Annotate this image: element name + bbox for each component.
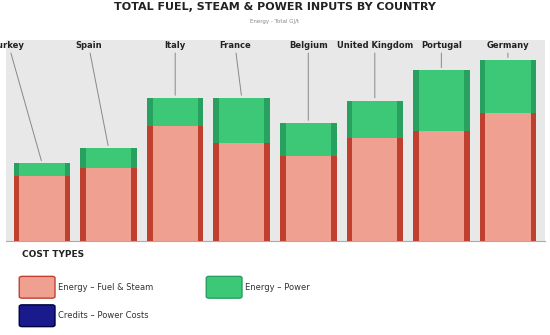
Bar [531, 113, 536, 241]
Bar [65, 176, 70, 241]
Bar [331, 123, 337, 156]
Bar [346, 100, 403, 138]
Bar [331, 156, 337, 241]
Bar [80, 148, 86, 168]
Bar [213, 98, 219, 143]
Bar [147, 126, 152, 241]
Text: Energy – Fuel & Steam: Energy – Fuel & Steam [58, 283, 153, 291]
Bar [265, 98, 270, 143]
Bar [14, 163, 70, 176]
Text: TOTAL FUEL, STEAM & POWER INPUTS BY COUNTRY: TOTAL FUEL, STEAM & POWER INPUTS BY COUN… [114, 2, 436, 12]
Bar [213, 143, 219, 241]
Text: Spain: Spain [75, 41, 108, 145]
Bar [464, 131, 470, 241]
Text: Belgium: Belgium [289, 41, 328, 120]
Bar [413, 131, 470, 241]
Bar [413, 70, 470, 131]
Text: Energy - Total GJ/t: Energy - Total GJ/t [250, 19, 300, 24]
Text: France: France [219, 41, 251, 95]
Bar [198, 126, 204, 241]
Text: Turkey: Turkey [0, 41, 41, 161]
Bar [346, 138, 352, 241]
Bar [131, 148, 137, 168]
Text: Portugal: Portugal [421, 41, 462, 68]
Bar [213, 143, 270, 241]
Bar [198, 98, 204, 126]
Bar [280, 123, 337, 156]
Bar [265, 143, 270, 241]
Bar [80, 168, 137, 241]
Bar [147, 126, 204, 241]
Bar [280, 156, 337, 241]
Bar [531, 60, 536, 113]
Bar [14, 176, 70, 241]
Bar [346, 100, 352, 138]
Text: United Kingdom: United Kingdom [337, 41, 413, 98]
Text: Italy: Italy [164, 41, 186, 95]
Bar [131, 168, 137, 241]
Bar [80, 168, 86, 241]
Bar [280, 156, 285, 241]
Text: Credits – Power Costs: Credits – Power Costs [58, 311, 148, 320]
Bar [147, 98, 152, 126]
Bar [480, 60, 485, 113]
Bar [65, 163, 70, 176]
Bar [398, 100, 403, 138]
Bar [480, 113, 536, 241]
Bar [413, 70, 419, 131]
Bar [398, 138, 403, 241]
Text: Energy – Power: Energy – Power [245, 283, 310, 291]
Bar [464, 70, 470, 131]
Bar [147, 98, 204, 126]
Bar [14, 163, 19, 176]
Bar [480, 60, 536, 113]
Bar [14, 176, 19, 241]
Text: Germany: Germany [487, 41, 529, 58]
Text: COST TYPES: COST TYPES [22, 250, 84, 259]
Bar [280, 123, 285, 156]
Bar [213, 98, 270, 143]
Bar [480, 113, 485, 241]
Bar [413, 131, 419, 241]
Bar [80, 148, 137, 168]
Bar [346, 138, 403, 241]
